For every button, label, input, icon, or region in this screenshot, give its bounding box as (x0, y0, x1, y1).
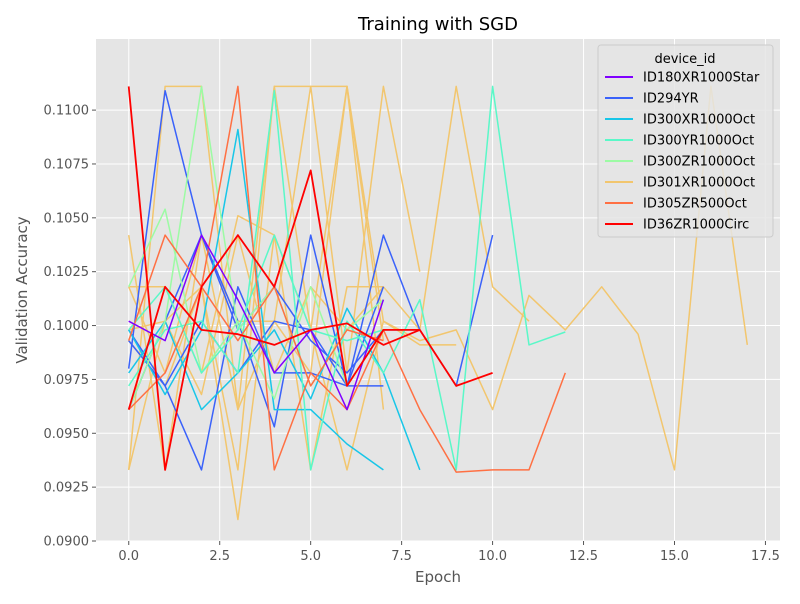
series-line-ID305ZR500Oct (128, 286, 384, 411)
x-tick-label: 17.5 (751, 549, 780, 564)
x-tick-label: 15.0 (660, 549, 689, 564)
legend-label: ID305ZR500Oct (643, 197, 747, 212)
x-axis-ticks: 0.0 2.5 5.0 7.5 10.0 12.5 15.0 17.5 (118, 541, 780, 564)
legend: device_id ID180XR1000Star ID294YR ID300XR1… (597, 44, 774, 238)
legend-box (597, 44, 774, 238)
x-tick-label: 0.0 (118, 549, 139, 564)
legend-entries: ID180XR1000Star ID294YR ID300XR1000Oct ID30… (605, 71, 760, 233)
x-tick-label: 7.5 (391, 549, 412, 564)
x-tick-label: 10.0 (478, 549, 507, 564)
series-line-ID36ZR1000Circ (127, 285, 421, 410)
y-tick-label: 0.1025 (44, 265, 90, 280)
legend-label: ID300ZR1000Oct (643, 155, 755, 170)
series-line-ID300XR1000Oct (128, 128, 384, 471)
chart-title: Training with SGD (357, 14, 518, 35)
y-tick-label: 0.1000 (44, 319, 90, 334)
y-tick-label: 0.1075 (44, 157, 90, 172)
y-tick-label: 0.1100 (44, 104, 90, 119)
series-line-ID36ZR1000Circ (127, 86, 493, 471)
y-tick-label: 0.1050 (44, 211, 90, 226)
y-tick-label: 0.0925 (44, 481, 90, 496)
series-line-ID294YR (127, 89, 421, 428)
legend-label: ID300XR1000Oct (643, 113, 755, 128)
y-axis-label: Validation Accuracy (13, 216, 31, 363)
legend-title: device_id (654, 52, 715, 67)
series-line-ID301XR1000Oct (127, 85, 385, 470)
series-line-ID300XR1000Oct (128, 307, 421, 471)
series-line-ID294YR (128, 286, 385, 387)
x-axis-label: Epoch (415, 568, 461, 586)
series-line-ID301XR1000Oct (128, 85, 749, 521)
y-tick-label: 0.0975 (44, 373, 90, 388)
legend-label: ID36ZR1000Circ (643, 218, 749, 233)
series-line-ID300YR1000Oct (128, 85, 566, 471)
y-tick-label: 0.0900 (44, 535, 90, 550)
x-tick-label: 5.0 (300, 549, 321, 564)
y-tick-label: 0.0950 (44, 427, 90, 442)
series-line-ID294YR (128, 286, 384, 471)
legend-label: ID300YR1000Oct (643, 134, 754, 149)
series-lines (127, 85, 749, 521)
legend-label: ID180XR1000Star (643, 71, 760, 86)
y-axis-ticks: 0.0900 0.0925 0.0950 0.0975 0.1000 0.1025 0.10… (44, 104, 96, 550)
series-line-ID301XR1000Oct (128, 85, 385, 411)
series-line-ID300ZR1000Oct (128, 208, 385, 400)
series-line-ID180XR1000Star (128, 234, 385, 411)
legend-label: ID294YR (643, 92, 699, 107)
x-tick-label: 12.5 (569, 549, 598, 564)
legend-label: ID301XR1000Oct (643, 176, 755, 191)
x-tick-label: 2.5 (209, 549, 230, 564)
